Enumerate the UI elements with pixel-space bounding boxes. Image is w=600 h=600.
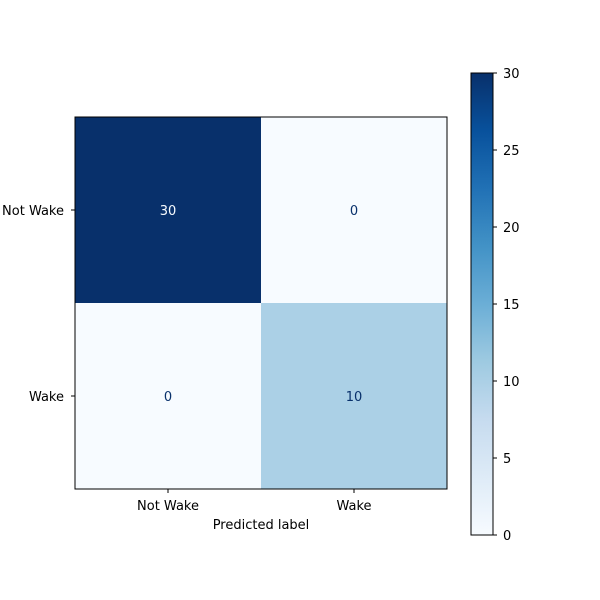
x-axis-label: Predicted label (213, 518, 310, 533)
matrix-cell (75, 303, 261, 489)
matrix-frame (74, 116, 448, 490)
colorbar-tick-label: 25 (503, 144, 520, 159)
cell-value-label: 10 (346, 390, 363, 405)
cell-value-label: 0 (350, 204, 358, 219)
y-tick-label: Wake (29, 390, 64, 405)
y-axis: Not Wake Wake (2, 204, 75, 405)
colorbar-tick-label: 5 (503, 452, 511, 467)
colorbar-tick-label: 30 (503, 67, 520, 82)
colorbar (470, 72, 494, 536)
matrix-cell (261, 117, 447, 303)
matrix-cell (75, 117, 261, 303)
x-tick-label: Wake (336, 499, 371, 514)
colorbar-tick-label: 20 (503, 221, 520, 236)
colorbar-ticks: 0 5 10 15 20 25 30 (493, 67, 520, 544)
matrix-cells (75, 117, 447, 489)
cell-value-label: 30 (160, 204, 177, 219)
matrix-cell (261, 303, 447, 489)
colorbar-tick-label: 0 (503, 529, 511, 544)
x-tick-label: Not Wake (137, 499, 199, 514)
y-tick-label: Not Wake (2, 204, 64, 219)
colorbar-tick-label: 10 (503, 375, 520, 390)
matrix-cell-labels: 30 0 0 10 (160, 204, 363, 405)
x-axis: Not Wake Wake (137, 489, 372, 514)
cell-value-label: 0 (164, 390, 172, 405)
colorbar-tick-label: 15 (503, 298, 520, 313)
